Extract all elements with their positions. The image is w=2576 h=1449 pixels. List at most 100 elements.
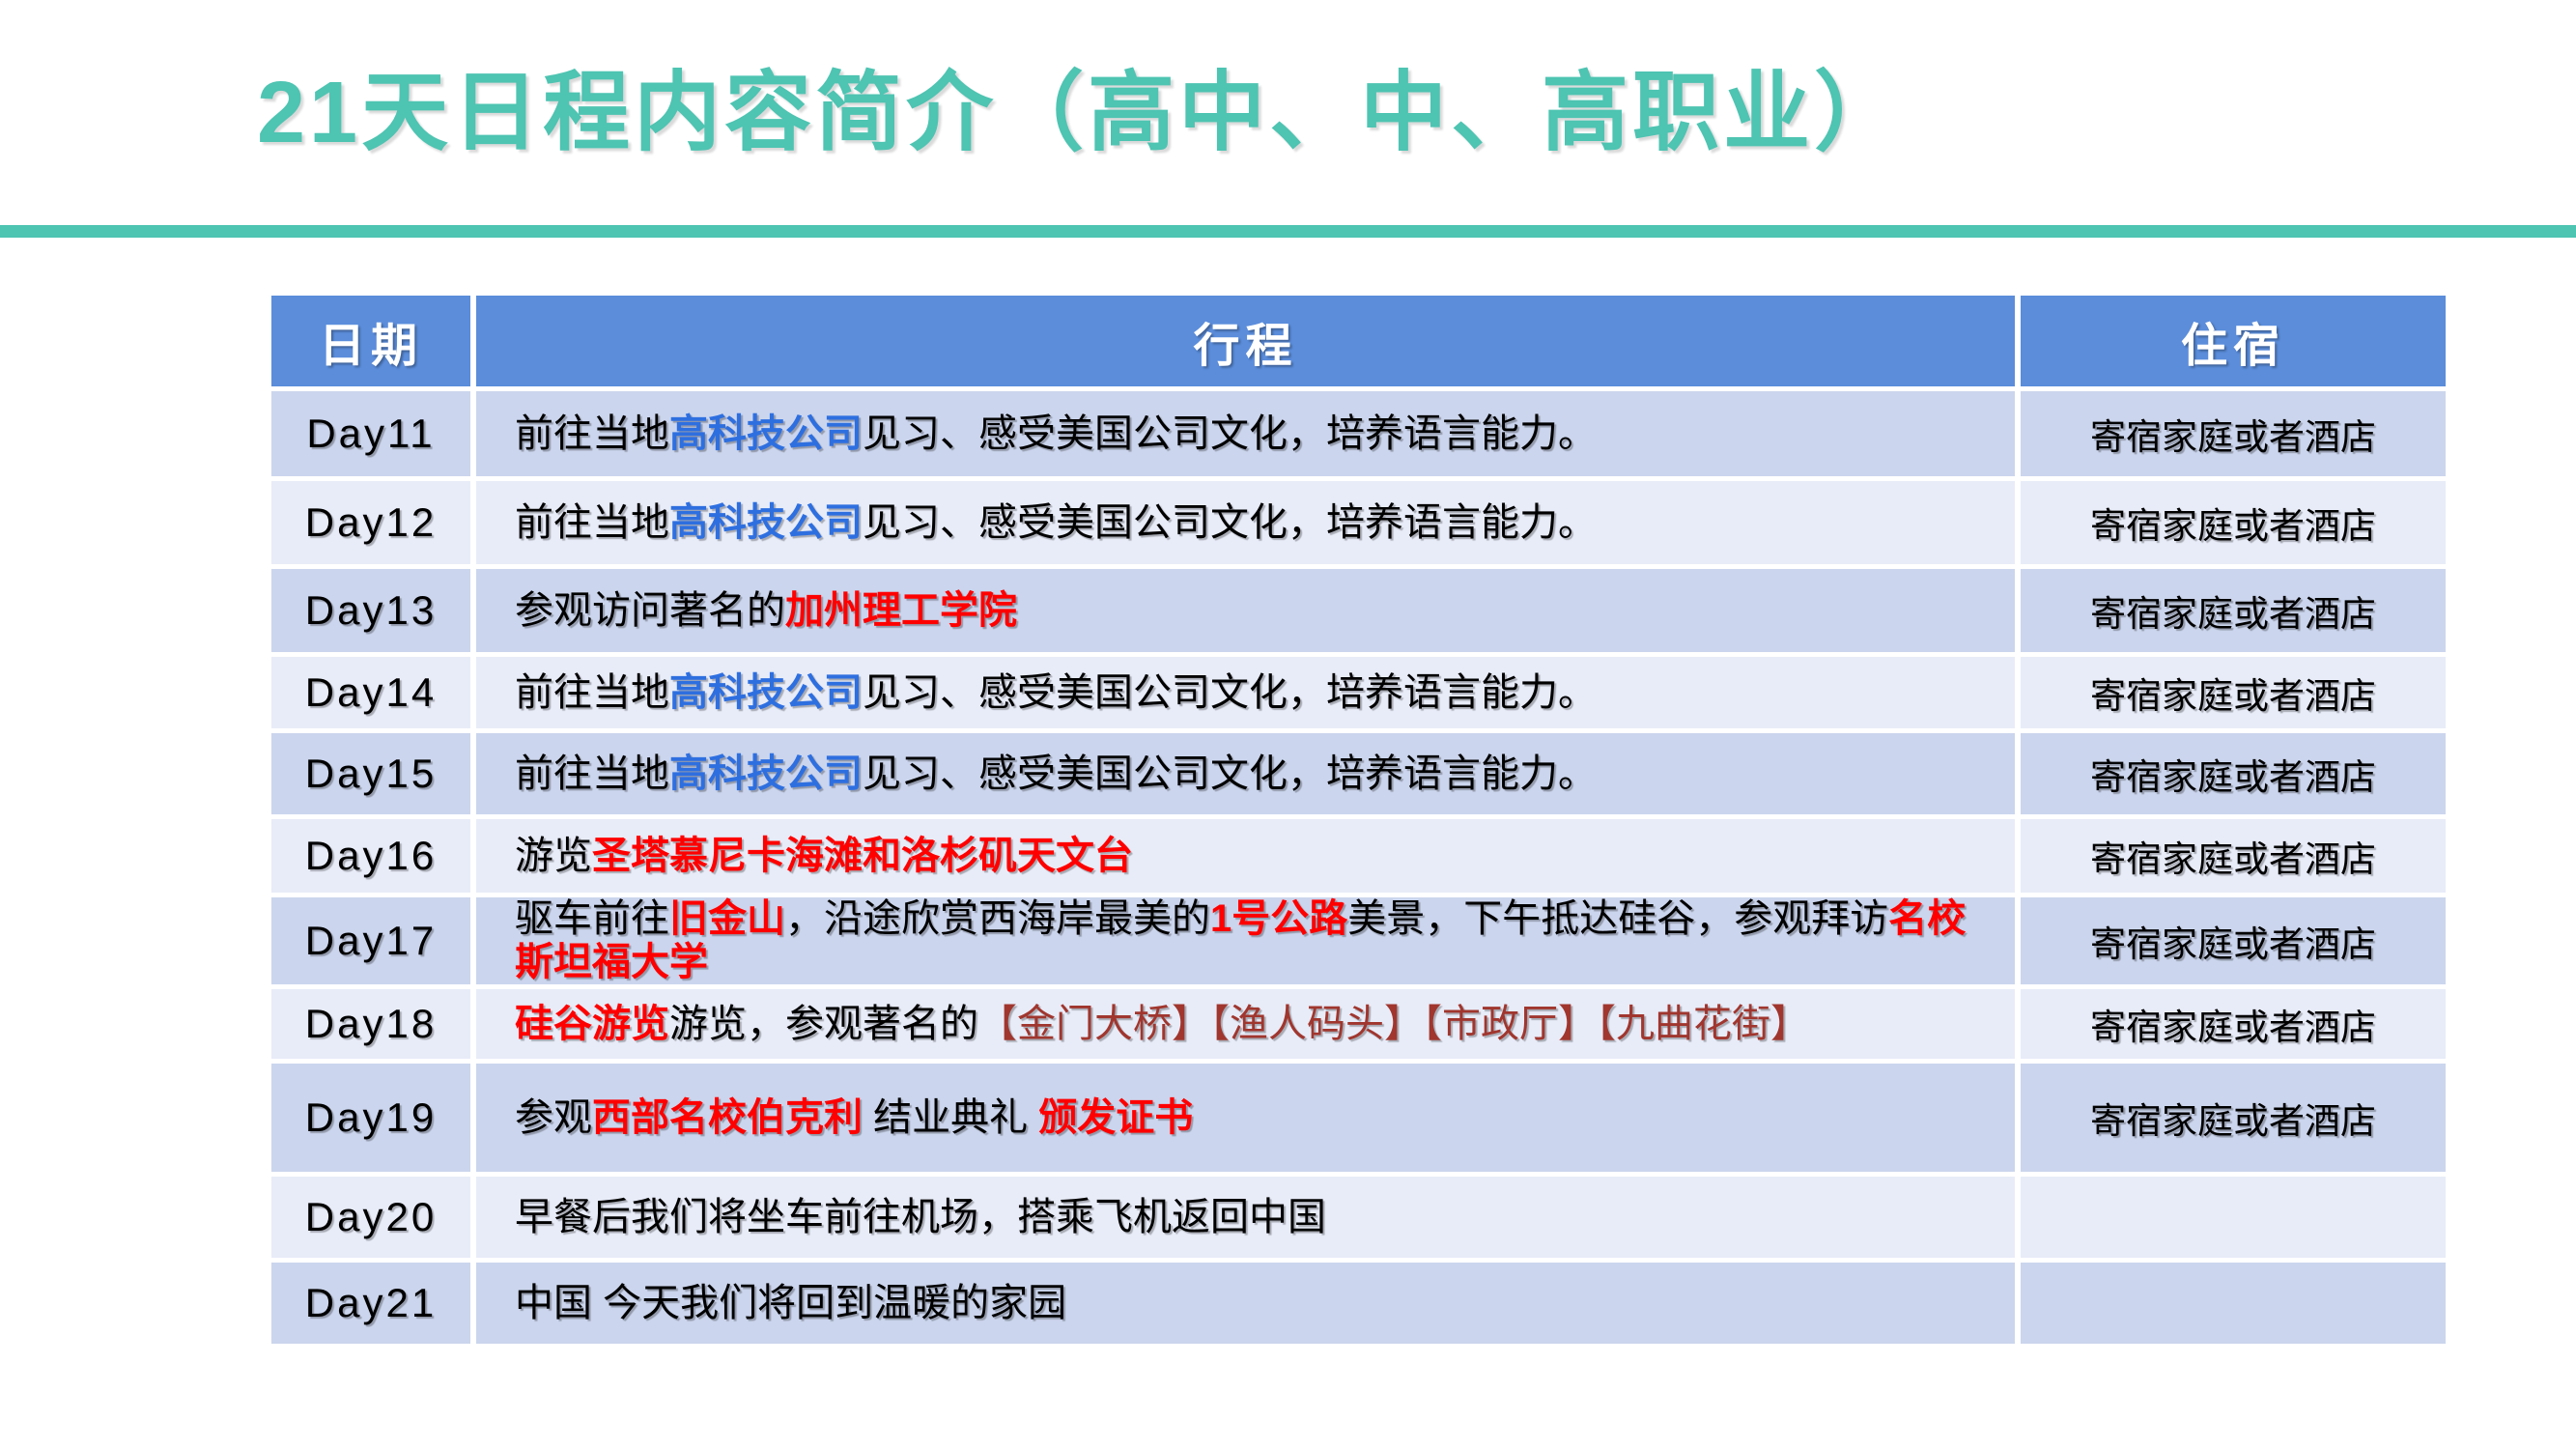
itinerary-text: 前往当地高科技公司见习、感受美国公司文化，培养语言能力。 <box>515 501 1597 545</box>
itinerary-text: 中国 今天我们将回到温暖的家园 <box>515 1282 1066 1325</box>
itinerary-text: 前往当地高科技公司见习、感受美国公司文化，培养语言能力。 <box>515 671 1597 715</box>
itinerary-cell: 早餐后我们将坐车前往机场，搭乘飞机返回中国 <box>476 1177 2015 1258</box>
itinerary-segment: 硅谷游览 <box>515 1002 669 1045</box>
accommodation-cell: 寄宿家庭或者酒店 <box>2021 657 2446 728</box>
itinerary-segment: 【金门大桥】【渔人码头】【市政厅】【九曲花街】 <box>978 1002 1809 1045</box>
date-cell: Day19 <box>271 1064 470 1172</box>
title-divider <box>0 225 2576 238</box>
itinerary-segment: 游览 <box>515 834 592 877</box>
date-label: Day13 <box>304 587 438 633</box>
itinerary-segment: 颁发证书 <box>1038 1095 1194 1139</box>
table-row: Day19 参观西部名校伯克利 结业典礼 颁发证书 寄宿家庭或者酒店 <box>271 1064 2446 1172</box>
date-cell: Day20 <box>271 1177 470 1258</box>
date-label: Day12 <box>304 499 438 545</box>
itinerary-segment: 高科技公司 <box>669 500 863 544</box>
itinerary-cell: 前往当地高科技公司见习、感受美国公司文化，培养语言能力。 <box>476 657 2015 728</box>
date-label: Day14 <box>304 669 438 715</box>
table-row: Day14 前往当地高科技公司见习、感受美国公司文化，培养语言能力。 寄宿家庭或者酒… <box>271 657 2446 728</box>
accommodation-text: 寄宿家庭或者酒店 <box>2090 757 2376 797</box>
itinerary-segment: 高科技公司 <box>669 670 863 714</box>
itinerary-segment: 名校斯坦福大学 <box>515 897 1967 983</box>
itinerary-cell: 游览圣塔慕尼卡海滩和洛杉矶天文台 <box>476 819 2015 893</box>
date-label: Day17 <box>304 918 438 963</box>
accommodation-cell: 寄宿家庭或者酒店 <box>2021 481 2446 564</box>
itinerary-segment: 高科技公司 <box>669 752 863 795</box>
itinerary-segment: 西部名校伯克利 <box>592 1095 863 1139</box>
itinerary-segment: 游览，参观著名的 <box>669 1002 978 1045</box>
table-row: Day11 前往当地高科技公司见习、感受美国公司文化，培养语言能力。 寄宿家庭或者酒… <box>271 391 2446 476</box>
itinerary-segment: 前往当地 <box>515 412 669 455</box>
itinerary-segment: 见习、感受美国公司文化，培养语言能力。 <box>863 752 1597 795</box>
table-row: Day15 前往当地高科技公司见习、感受美国公司文化，培养语言能力。 寄宿家庭或者酒… <box>271 733 2446 814</box>
date-label: Day15 <box>304 751 438 796</box>
accommodation-cell: 寄宿家庭或者酒店 <box>2021 391 2446 476</box>
itinerary-segment: 圣塔慕尼卡海滩和洛杉矶天文台 <box>592 834 1133 877</box>
accommodation-cell <box>2021 1177 2446 1258</box>
itinerary-segment: 前往当地 <box>515 500 669 544</box>
accommodation-cell: 寄宿家庭或者酒店 <box>2021 1064 2446 1172</box>
accommodation-cell <box>2021 1263 2446 1344</box>
header-cell-accommodation: 住宿 <box>2021 296 2446 386</box>
itinerary-segment: 中国 今天我们将回到温暖的家园 <box>515 1281 1067 1324</box>
itinerary-cell: 中国 今天我们将回到温暖的家园 <box>476 1263 2015 1344</box>
accommodation-text: 寄宿家庭或者酒店 <box>2090 1101 2376 1141</box>
itinerary-cell: 硅谷游览游览，参观著名的【金门大桥】【渔人码头】【市政厅】【九曲花街】 <box>476 989 2015 1059</box>
date-cell: Day18 <box>271 989 470 1059</box>
table-row: Day17 驱车前往旧金山，沿途欣赏西海岸最美的1号公路美景，下午抵达硅谷，参观拜… <box>271 897 2446 984</box>
date-cell: Day12 <box>271 481 470 564</box>
itinerary-cell: 参观西部名校伯克利 结业典礼 颁发证书 <box>476 1064 2015 1172</box>
accommodation-text: 寄宿家庭或者酒店 <box>2090 924 2376 964</box>
table-row: Day18 硅谷游览游览，参观著名的【金门大桥】【渔人码头】【市政厅】【九曲花街】… <box>271 989 2446 1059</box>
itinerary-cell: 前往当地高科技公司见习、感受美国公司文化，培养语言能力。 <box>476 391 2015 476</box>
itinerary-cell: 前往当地高科技公司见习、感受美国公司文化，培养语言能力。 <box>476 733 2015 814</box>
accommodation-cell: 寄宿家庭或者酒店 <box>2021 733 2446 814</box>
accommodation-cell: 寄宿家庭或者酒店 <box>2021 819 2446 893</box>
date-label: Day19 <box>304 1094 438 1140</box>
accommodation-text: 寄宿家庭或者酒店 <box>2090 676 2376 716</box>
date-label: Day18 <box>304 1001 438 1046</box>
date-cell: Day11 <box>271 391 470 476</box>
itinerary-segment: 1号公路 <box>1210 897 1348 941</box>
itinerary-table: 日期 行程 住宿 Day11 前往当地高科技公司见习、感受美国公司文化，培养语言能… <box>271 296 2446 1344</box>
accommodation-text: 寄宿家庭或者酒店 <box>2090 417 2376 457</box>
itinerary-segment: 参观 <box>515 1095 592 1139</box>
itinerary-segment: 前往当地 <box>515 752 669 795</box>
itinerary-text: 早餐后我们将坐车前往机场，搭乘飞机返回中国 <box>515 1196 1326 1239</box>
itinerary-segment: 结业典礼 <box>863 1095 1039 1139</box>
table-row: Day13 参观访问著名的加州理工学院 寄宿家庭或者酒店 <box>271 569 2446 652</box>
accommodation-text: 寄宿家庭或者酒店 <box>2090 506 2376 546</box>
itinerary-cell: 驱车前往旧金山，沿途欣赏西海岸最美的1号公路美景，下午抵达硅谷，参观拜访名校斯坦… <box>476 897 2015 984</box>
itinerary-segment: 早餐后我们将坐车前往机场，搭乘飞机返回中国 <box>515 1195 1326 1238</box>
page-title: 21天日程内容简介（高中、中、高职业） <box>257 65 1906 161</box>
date-cell: Day16 <box>271 819 470 893</box>
itinerary-segment: ，沿途欣赏西海岸最美的 <box>785 897 1210 941</box>
date-cell: Day17 <box>271 897 470 984</box>
date-cell: Day15 <box>271 733 470 814</box>
date-label: Day11 <box>306 411 436 456</box>
accommodation-cell: 寄宿家庭或者酒店 <box>2021 897 2446 984</box>
date-cell: Day14 <box>271 657 470 728</box>
itinerary-segment: 见习、感受美国公司文化，培养语言能力。 <box>863 670 1597 714</box>
itinerary-segment: 见习、感受美国公司文化，培养语言能力。 <box>863 412 1597 455</box>
date-cell: Day13 <box>271 569 470 652</box>
table-row: Day21 中国 今天我们将回到温暖的家园 <box>271 1263 2446 1344</box>
itinerary-segment: 前往当地 <box>515 670 669 714</box>
accommodation-text: 寄宿家庭或者酒店 <box>2090 594 2376 634</box>
itinerary-segment: 美景，下午抵达硅谷，参观拜访 <box>1347 897 1889 941</box>
itinerary-text: 驱车前往旧金山，沿途欣赏西海岸最美的1号公路美景，下午抵达硅谷，参观拜访名校斯坦… <box>515 897 1976 984</box>
table-row: Day20 早餐后我们将坐车前往机场，搭乘飞机返回中国 <box>271 1177 2446 1258</box>
header-cell-date: 日期 <box>271 296 470 386</box>
itinerary-segment: 高科技公司 <box>669 412 863 455</box>
table-row: Day12 前往当地高科技公司见习、感受美国公司文化，培养语言能力。 寄宿家庭或者酒… <box>271 481 2446 564</box>
itinerary-cell: 参观访问著名的加州理工学院 <box>476 569 2015 652</box>
date-label: Day20 <box>304 1194 438 1239</box>
date-label: Day21 <box>304 1280 438 1325</box>
table-row: Day16 游览圣塔慕尼卡海滩和洛杉矶天文台 寄宿家庭或者酒店 <box>271 819 2446 893</box>
itinerary-segment: 驱车前往 <box>515 897 669 941</box>
accommodation-text: 寄宿家庭或者酒店 <box>2090 839 2376 879</box>
accommodation-text: 寄宿家庭或者酒店 <box>2090 1008 2376 1047</box>
itinerary-text: 前往当地高科技公司见习、感受美国公司文化，培养语言能力。 <box>515 412 1597 456</box>
itinerary-segment: 见习、感受美国公司文化，培养语言能力。 <box>863 500 1597 544</box>
date-label: Day16 <box>304 833 438 878</box>
